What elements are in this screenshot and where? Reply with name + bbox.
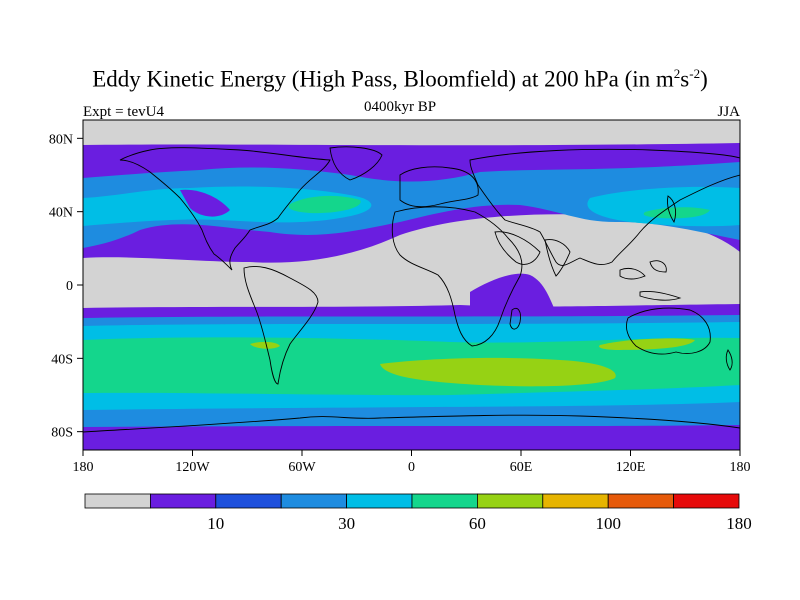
colorbar-label: 180 [726, 514, 752, 533]
coast-new-zealand [725, 349, 733, 371]
sh-lime-west [250, 341, 280, 349]
coast-greenland [329, 146, 383, 181]
sh-purple-south [83, 427, 740, 450]
colorbar-label: 100 [595, 514, 621, 533]
chart-subtitle: 0400kyr BP [363, 99, 437, 115]
lon-tick-label: 60W [288, 460, 316, 475]
colorbar-box [607, 493, 675, 509]
lon-tick-label: 180 [730, 460, 751, 475]
coast-india [544, 239, 571, 277]
season-label: JJA [717, 104, 740, 120]
eke-field [83, 120, 740, 450]
experiment-label: Expt = tevU4 [83, 104, 164, 120]
nh-blue-band [83, 162, 740, 248]
nh-purple-west [180, 189, 230, 217]
latitude-axis: 80N 40N 0 40S 80S [49, 132, 83, 441]
colorbar-label: 30 [338, 514, 355, 533]
nh-green-core [288, 195, 361, 214]
colorbar-box [84, 493, 151, 509]
sh-lime-east [599, 338, 695, 350]
lat-tick-label: 80N [49, 132, 73, 147]
colorbar-box [411, 493, 478, 509]
sh-lime-core [380, 357, 616, 387]
colorbar-box [149, 493, 217, 509]
lat-tick-label: 40S [51, 352, 73, 367]
coast-islands-se-asia [619, 260, 682, 301]
coast-south-america [243, 266, 319, 385]
coast-africa [391, 206, 523, 347]
lat-tick-label: 0 [66, 279, 73, 294]
colorbar-box [215, 493, 282, 509]
longitude-axis: 180 120W 60W 0 60E 120E 180 [73, 450, 751, 475]
chart-title: Eddy Kinetic Energy (High Pass, Bloomfie… [92, 66, 708, 92]
coast-arabia [494, 231, 541, 265]
tropical-purple-tongue [470, 273, 556, 312]
colorbar-box [346, 493, 413, 509]
coastlines [83, 146, 740, 433]
lon-tick-label: 120W [175, 460, 210, 475]
colorbar-box [280, 493, 348, 509]
lon-tick-label: 0 [408, 460, 415, 475]
nh-cyan-core [83, 186, 372, 226]
lat-tick-label: 40N [49, 206, 73, 221]
nh-cyan-east [587, 186, 740, 227]
nh-green-east [643, 207, 710, 219]
lon-tick-label: 60E [510, 460, 533, 475]
colorbar-label: 10 [207, 514, 224, 533]
colorbar-box [542, 493, 609, 509]
coast-australia [625, 307, 711, 355]
coast-europe [399, 166, 479, 208]
colorbar: 10 30 60 100 180 [84, 493, 752, 533]
coast-north-america [119, 147, 331, 271]
lon-tick-label: 120E [616, 460, 646, 475]
colorbar-label: 60 [469, 514, 486, 533]
coast-antarctica [83, 414, 740, 433]
lon-tick-label: 180 [73, 460, 94, 475]
coast-japan [667, 195, 677, 224]
colorbar-box [673, 493, 740, 509]
coast-asia [469, 148, 740, 266]
colorbar-box [476, 493, 544, 509]
sh-blue-south-edge [83, 408, 740, 422]
lat-tick-label: 80S [51, 426, 73, 441]
coast-madagascar [509, 307, 521, 330]
